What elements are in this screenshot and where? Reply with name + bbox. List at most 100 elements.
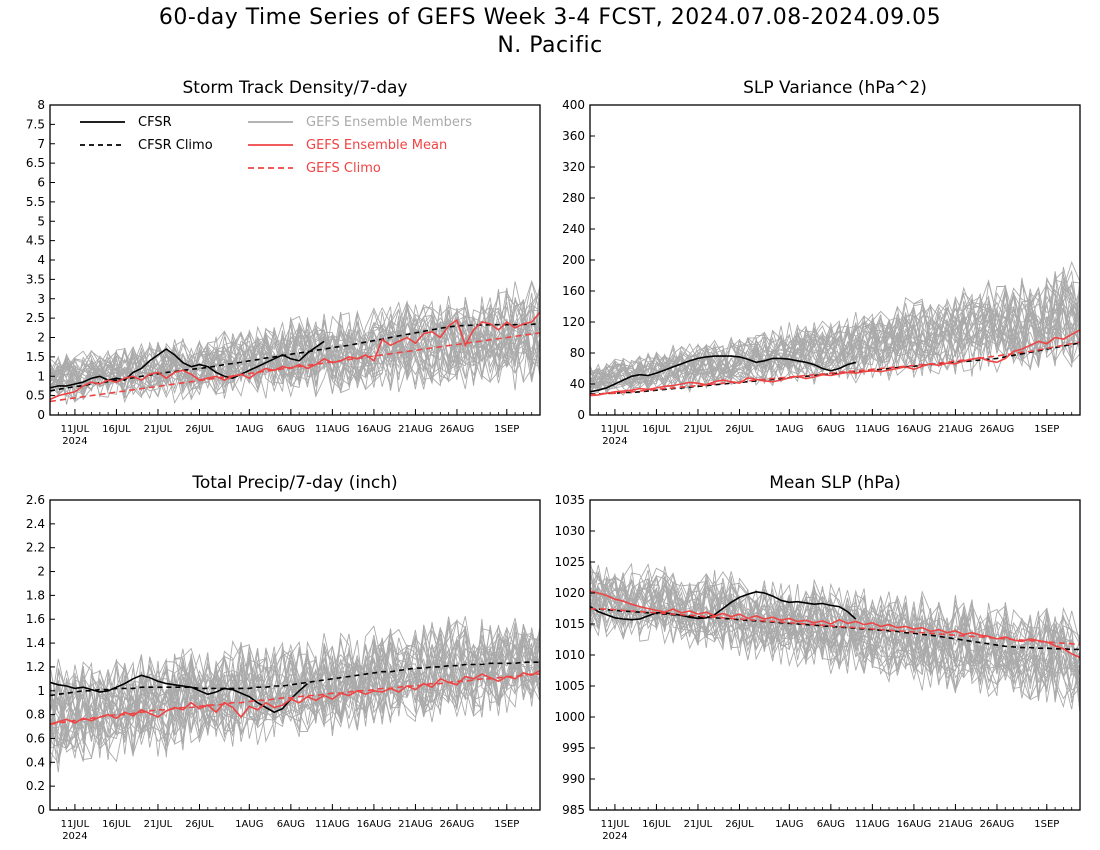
y-tick-label: 3.5 <box>26 272 45 286</box>
y-tick-label: 2.2 <box>26 541 45 555</box>
x-tick-label: 26JUL <box>725 819 754 830</box>
chart-panel: SLP Variance (hPa^2) 0 40 80 120 160 200 240 280… <box>562 78 1081 447</box>
y-tick-label: 0.4 <box>26 755 45 769</box>
gefs-climo-line <box>49 332 541 403</box>
ensemble-member-line <box>49 306 541 400</box>
legend-members-label: GEFS Ensemble Members <box>306 115 472 130</box>
y-tick-label: 2 <box>37 565 45 579</box>
x-tick-label: 21AUG <box>398 819 433 830</box>
x-tick-label: 26AUG <box>980 424 1015 435</box>
y-tick-label: 8 <box>37 98 45 112</box>
y-tick-label: 0.6 <box>26 731 45 745</box>
x-tick-label: 16JUL <box>102 819 131 830</box>
cfsr-line <box>589 355 857 393</box>
x-year-label: 2024 <box>602 831 627 842</box>
x-tick-label: 1SEP <box>1034 424 1059 435</box>
y-tick-label: 1030 <box>554 524 585 538</box>
title-line-1: 60-day Time Series of GEFS Week 3-4 FCST… <box>158 5 942 30</box>
y-tick-label: 1010 <box>554 648 585 662</box>
ensemble-members <box>589 261 1081 396</box>
x-tick-label: 16JUL <box>642 819 671 830</box>
gefs-climo-line <box>589 341 1081 396</box>
ensemble-member-line <box>589 281 1081 390</box>
x-tick-label: 11AUG <box>315 424 350 435</box>
ensemble-member-line <box>589 574 1081 710</box>
y-tick-label: 1000 <box>554 710 585 724</box>
x-tick-label: 16AUG <box>357 819 392 830</box>
y-tick-label: 1.6 <box>26 612 45 626</box>
chart-title-precip: Total Precip/7-day (inch) <box>191 473 397 493</box>
x-tick-label: 26AUG <box>440 424 475 435</box>
chart-main-title: 60-day Time Series of GEFS Week 3-4 FCST… <box>0 4 1100 60</box>
y-tick-label: 1015 <box>554 617 585 631</box>
y-tick-label: 1.4 <box>26 636 45 650</box>
y-tick-label: 6 <box>37 176 45 190</box>
x-tick-label: 26JUL <box>725 424 754 435</box>
y-tick-label: 1005 <box>554 679 585 693</box>
y-tick-label: 1.2 <box>26 660 45 674</box>
y-tick-label: 7 <box>37 137 45 151</box>
ensemble-member-line <box>589 303 1081 389</box>
cfsr-line <box>589 590 857 621</box>
y-tick-label: 0 <box>37 803 45 817</box>
gefs-ensemble-mean-line <box>49 669 541 725</box>
y-tick-label: 1.8 <box>26 588 45 602</box>
x-tick-label: 6AUG <box>817 819 845 830</box>
x-tick-label: 6AUG <box>817 424 845 435</box>
ensemble-member-line <box>49 294 541 396</box>
ensemble-member-line <box>589 287 1081 395</box>
y-tick-label: 1035 <box>554 493 585 507</box>
y-tick-label: 1 <box>37 369 45 383</box>
x-tick-label: 21AUG <box>398 424 433 435</box>
x-tick-label: 11AUG <box>855 424 890 435</box>
y-tick-label: 0.5 <box>26 389 45 403</box>
legend-ens-mean-label: GEFS Ensemble Mean <box>306 138 447 153</box>
ensemble-member-line <box>589 582 1081 701</box>
ensemble-member-line <box>589 574 1081 699</box>
y-tick-label: 2 <box>37 331 45 345</box>
x-year-label: 2024 <box>602 436 627 447</box>
y-tick-label: 0.2 <box>26 779 45 793</box>
chart-title-slpvar: SLP Variance (hPa^2) <box>743 78 927 98</box>
y-tick-label: 1.5 <box>26 350 45 364</box>
ensemble-member-line <box>589 292 1081 389</box>
ensemble-member-line <box>49 625 541 749</box>
ensemble-member-line <box>49 632 541 761</box>
y-tick-label: 2.6 <box>26 493 45 507</box>
cfsr-line <box>49 674 309 714</box>
y-tick-label: 995 <box>562 741 585 755</box>
ensemble-member-line <box>49 628 541 744</box>
cfsr-line <box>49 340 325 389</box>
x-tick-label: 1SEP <box>494 819 519 830</box>
x-tick-label: 11AUG <box>855 819 890 830</box>
x-tick-label: 21AUG <box>938 424 973 435</box>
y-tick-label: 160 <box>562 284 585 298</box>
x-year-label: 2024 <box>62 436 87 447</box>
y-tick-label: 985 <box>562 803 585 817</box>
y-tick-label: 2.5 <box>26 311 45 325</box>
x-tick-label: 6AUG <box>277 424 305 435</box>
ensemble-member-line <box>49 620 541 748</box>
x-tick-label: 26AUG <box>440 819 475 830</box>
x-tick-label: 16AUG <box>897 819 932 830</box>
y-tick-label: 1020 <box>554 586 585 600</box>
x-tick-label: 6AUG <box>277 819 305 830</box>
y-tick-label: 320 <box>562 160 585 174</box>
title-line-2: N. Pacific <box>497 33 603 58</box>
chart-panel: Mean SLP (hPa) 985 990 995 1000 1005 1010 1015 1… <box>554 473 1081 842</box>
chart-legend: CFSR CFSR Climo GEFS Ensemble Members GEFS … <box>80 115 472 176</box>
x-tick-label: 11JUL <box>601 424 630 435</box>
y-tick-label: 2.4 <box>26 517 45 531</box>
x-tick-label: 16JUL <box>102 424 131 435</box>
ensemble-member-line <box>589 261 1081 389</box>
legend-cfsr-climo-label: CFSR Climo <box>138 138 213 153</box>
x-tick-label: 26AUG <box>980 819 1015 830</box>
y-tick-label: 990 <box>562 772 585 786</box>
y-tick-label: 0 <box>577 408 585 422</box>
y-tick-label: 360 <box>562 129 585 143</box>
gefs-ensemble-mean-line <box>589 590 1081 659</box>
ensemble-member-line <box>49 302 541 391</box>
chart-title-meanslp: Mean SLP (hPa) <box>769 473 901 493</box>
x-tick-label: 11AUG <box>315 819 350 830</box>
